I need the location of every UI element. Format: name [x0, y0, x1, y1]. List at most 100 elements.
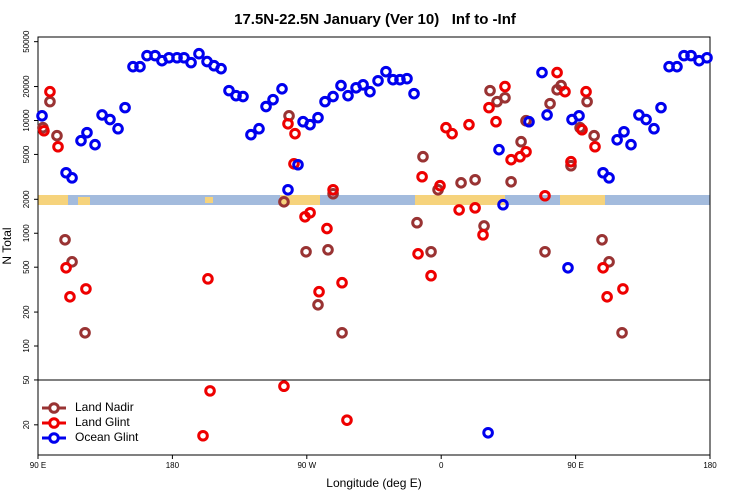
point: [515, 135, 527, 148]
legend-label: Ocean Glint: [75, 430, 139, 444]
point: [565, 159, 577, 172]
point: [603, 172, 615, 184]
x-tick-label: 90 W: [297, 461, 316, 470]
point: [64, 291, 76, 303]
point: [52, 140, 64, 153]
point: [59, 233, 71, 246]
point: [601, 291, 613, 303]
land-patch: [280, 195, 320, 205]
point: [127, 60, 139, 73]
point: [455, 177, 467, 189]
y-tick-label: 50000: [22, 30, 31, 53]
point: [411, 216, 423, 229]
point: [104, 113, 116, 126]
point: [300, 245, 312, 258]
point: [655, 101, 667, 114]
point: [313, 285, 325, 298]
point: [536, 66, 548, 79]
point: [282, 183, 294, 196]
point: [304, 118, 316, 131]
point: [469, 202, 481, 214]
point: [408, 87, 420, 100]
point: [80, 283, 92, 295]
land-patch: [205, 197, 213, 203]
point: [603, 256, 615, 268]
point: [477, 229, 489, 241]
land-patch: [560, 195, 605, 205]
point: [267, 93, 279, 106]
point: [648, 122, 660, 135]
point: [505, 175, 517, 188]
point: [440, 121, 452, 134]
land-patch: [78, 197, 90, 205]
point: [539, 245, 551, 258]
point: [425, 269, 437, 282]
y-tick-label: 20000: [22, 75, 31, 98]
point: [453, 204, 465, 216]
point: [562, 261, 574, 274]
point: [278, 196, 290, 208]
point: [559, 85, 571, 98]
legend-label: Land Nadir: [75, 400, 134, 414]
point: [171, 51, 183, 64]
point: [336, 276, 348, 289]
point: [685, 49, 697, 62]
land-patch: [38, 195, 68, 205]
point: [321, 222, 333, 235]
point: [341, 414, 353, 426]
point: [289, 127, 301, 140]
legend-marker: [48, 417, 60, 429]
x-tick-label: 180: [703, 461, 717, 470]
point: [497, 198, 509, 211]
point: [541, 109, 553, 121]
point: [446, 127, 458, 140]
x-axis-label: Longitude (deg E): [326, 476, 421, 490]
legend-label: Land Glint: [75, 415, 130, 429]
y-tick-label: 500: [22, 260, 31, 274]
point: [44, 85, 56, 98]
point: [416, 170, 428, 183]
point: [336, 326, 348, 339]
point: [565, 155, 577, 168]
point: [364, 85, 376, 98]
point: [671, 60, 683, 73]
point: [611, 134, 623, 146]
point: [185, 56, 197, 69]
legend-marker: [48, 402, 60, 414]
point: [112, 122, 124, 135]
point: [589, 140, 601, 153]
ocean-strip: [38, 195, 710, 205]
point: [237, 90, 249, 103]
point: [484, 84, 496, 97]
point: [616, 326, 628, 339]
point: [260, 100, 272, 113]
point: [66, 256, 78, 268]
point: [434, 179, 446, 192]
land-mask: [38, 195, 710, 205]
point: [469, 173, 481, 186]
point: [327, 183, 339, 196]
point: [625, 138, 637, 151]
point: [523, 115, 535, 128]
point: [81, 126, 93, 139]
point: [215, 62, 227, 75]
y-tick-label: 50: [22, 375, 31, 384]
point: [482, 426, 494, 439]
point: [539, 189, 551, 202]
point: [292, 158, 304, 171]
point: [617, 283, 629, 295]
point: [640, 113, 652, 126]
y-tick-label: 5000: [22, 145, 31, 163]
point: [204, 385, 216, 397]
x-tick-label: 0: [439, 461, 444, 470]
point: [678, 49, 690, 62]
chart-title: 17.5N-22.5N January (Ver 10) Inf to -Inf: [234, 11, 517, 28]
y-tick-label: 20: [22, 420, 31, 429]
point: [335, 79, 347, 92]
x-tick-label: 90 E: [30, 461, 46, 470]
point: [499, 80, 511, 93]
plot-frame: [37, 36, 711, 456]
point: [197, 429, 209, 442]
land-patch: [415, 195, 505, 205]
